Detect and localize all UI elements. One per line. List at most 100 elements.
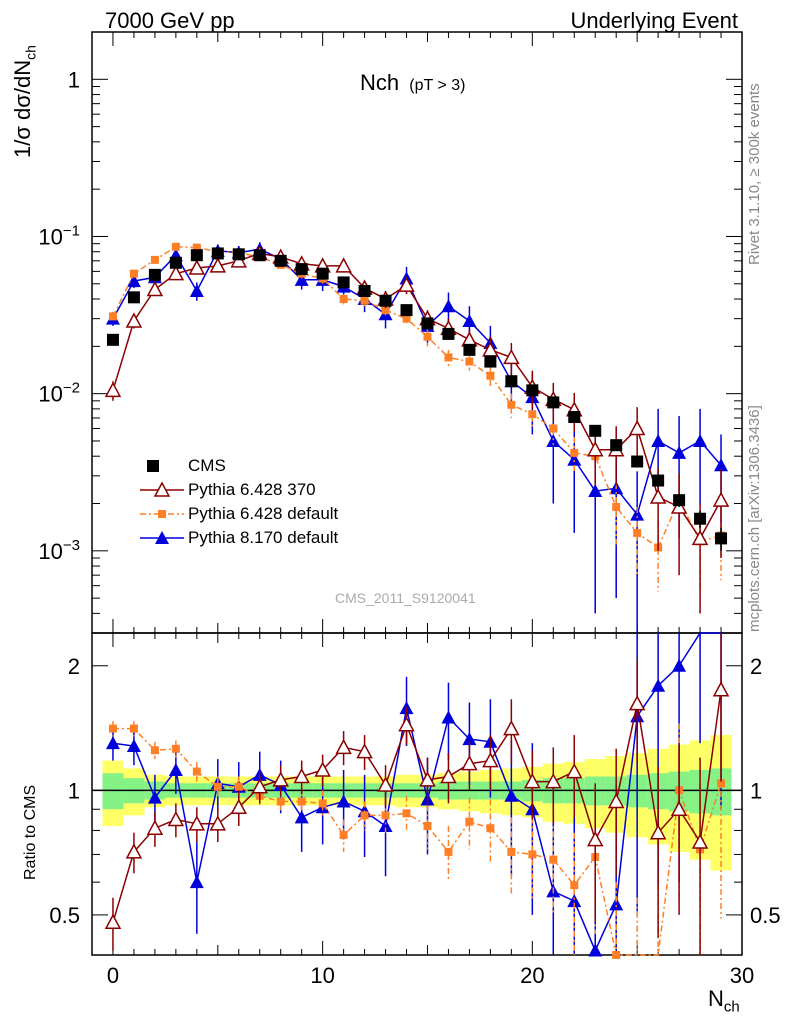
main-series-0-point [337,276,350,289]
ratio-series-1-point [234,782,243,791]
ratio-series-0-point [628,695,646,711]
main-series-0-point [442,327,455,340]
ratio-series-2-point [651,678,666,692]
ratio-series-2-point [567,894,582,908]
ratio-series-1-point [486,824,495,833]
main-series-2-point [360,296,369,305]
main-series-3-point [651,433,666,447]
main-series-1-point [398,276,415,292]
main-series-0-point [421,317,434,330]
main-series-2-point [171,242,180,251]
ratio-series-0-point [524,772,541,789]
main-series-1-point [167,265,185,281]
x-axis-label: Nch [708,986,740,1015]
main-series-1-point [712,491,730,507]
ratio-xtick-label: 20 [520,963,544,988]
main-series-2-point [423,332,432,341]
ratio-series-0-point [104,913,122,929]
ratio-series-0-point [712,681,730,697]
main-series-1-point [104,381,122,398]
ratio-series-0-point [377,776,394,792]
ratio-plot: 0.5 0.51 12 20 10 20 30 [49,632,781,988]
ratio-series-0-point [691,833,709,849]
ratio-series-1-point [297,797,306,806]
ratio-series-0-point [230,798,248,815]
legend-item-cms: CMS [140,454,338,478]
main-series-3-point [567,452,582,466]
ratio-series-1-point [423,821,432,830]
ratio-y-axis-label: Ratio to CMS [22,784,39,880]
ratio-ytick-label-right: 2 [750,654,762,679]
ratio-series-1-point [549,855,558,864]
ratio-series-1-point [339,830,348,839]
ratio-series-0-point [251,778,268,794]
main-series-3-point [462,313,477,327]
ratio-series-2-point [168,762,183,776]
main-series-0-point [295,263,308,276]
main-series-0-point [316,267,329,280]
main-series-2-point [465,357,474,366]
main-series-3-point [294,272,309,286]
ratio-series-1-point [108,724,117,733]
legend-item-py6-default: Pythia 6.428 default [140,502,338,526]
main-series-0-point [253,249,266,262]
ratio-series-0-point [209,815,227,831]
x-axis-label-sub: ch [723,998,740,1016]
ratio-series-1-point [318,799,327,808]
ratio-ytick-label: 1 [68,778,80,803]
main-ytick-label: 1 [68,67,80,92]
main-series-2-point [444,353,453,362]
main-series-1-point [691,529,709,546]
ratio-frame [91,632,743,956]
main-series-1-point [230,252,248,268]
ratio-series-0-point [125,843,143,859]
main-y-axis-label-text: 1/σ dσ/dN [10,59,35,158]
ratio-series-1-point [213,782,222,791]
main-series-1-point [146,280,164,297]
ratio-series-0-point [398,716,415,732]
main-series-0-point [148,268,161,281]
ratio-series-0-point [272,771,289,787]
ratio-series-1-point [444,847,453,856]
ratio-series-0-point [146,819,164,835]
main-series-0-point [694,512,707,525]
main-y-axis-label-sub: ch [22,45,39,60]
main-series-1-point [209,257,227,273]
ratio-series-2-point [126,738,141,752]
main-series-3-point [546,433,561,447]
ratio-series-1-point [528,850,537,859]
main-series-2-point [528,410,537,419]
ratio-series-0-point [314,761,331,777]
ratio-series-0-point [440,767,457,784]
rivet-label: Rivet 3.1.10, ≥ 300k events [746,83,763,265]
main-series-0-point [715,532,728,545]
ratio-series-1-point [507,847,516,856]
main-ytick-label: 10−3 [38,537,80,564]
main-series-3-point [714,458,729,472]
ratio-xtick-label: 30 [730,963,754,988]
ratio-band-inner [102,773,124,810]
ratio-series-2-point [105,736,120,750]
ratio-series-0-point [607,792,625,809]
ratio-series-0-point [461,755,478,771]
main-series-2-point [633,528,642,537]
ratio-series-0-point [649,824,667,840]
mcplots-label: mcplots.cern.ch [arXiv:1306.3436] [746,405,763,632]
main-series-0-point [379,294,392,307]
ratio-series-2-point [462,732,477,746]
main-series-2-point [129,269,138,278]
main-series-0-point [190,249,203,262]
ratio-series-1-point [402,809,411,818]
legend: CMS Pythia 6.428 370 Pythia 6.428 defaul… [140,454,338,550]
main-series-2-point [486,371,495,380]
ratio-series-0-point [670,800,688,817]
main-y-axis-label: 1/σ dσ/dNch [10,45,38,158]
legend-marker-cms [147,460,159,472]
ratio-series-1-point [360,811,369,820]
ratio-series-1-point [171,744,180,753]
ratio-xtick-label: 0 [107,963,119,988]
legend-label-py8: Pythia 8.170 default [188,528,339,547]
plot-title: Nch (pT > 3) [360,70,465,95]
main-ytick-label: 10−1 [38,222,80,249]
ratio-series-0-point [503,720,520,736]
